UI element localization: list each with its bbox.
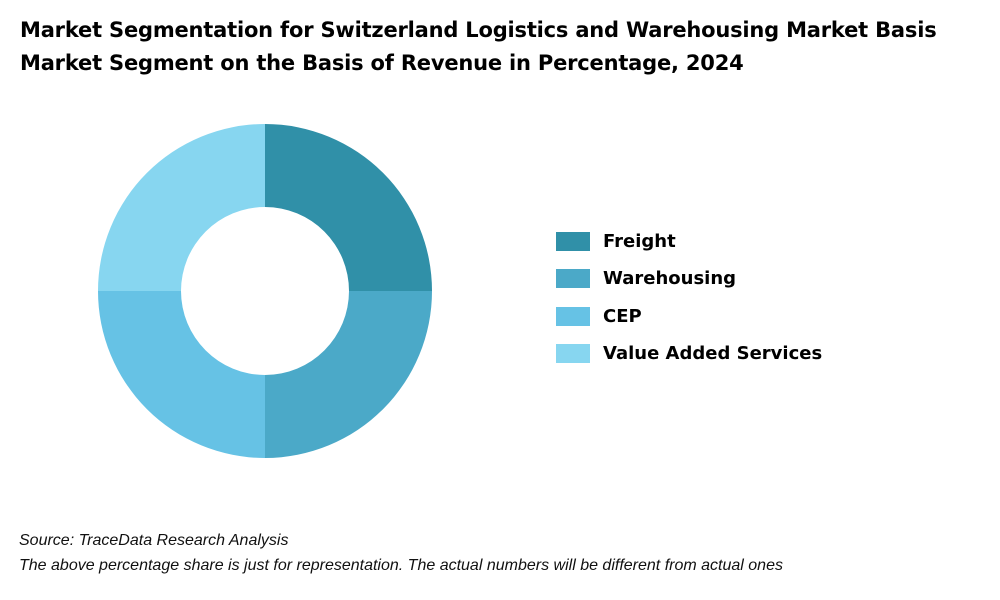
legend-item-warehousing: Warehousing (556, 260, 822, 297)
disclaimer-note: The above percentage share is just for r… (19, 557, 783, 574)
legend-swatch-value-added-services (556, 344, 590, 364)
legend-item-cep: CEP (556, 298, 822, 335)
legend-swatch-warehousing (556, 269, 590, 289)
legend-label-freight: Freight (603, 231, 676, 253)
donut-slice-warehousing (265, 291, 432, 458)
footer: Source: TraceData Research Analysis The … (19, 528, 783, 578)
legend-label-warehousing: Warehousing (603, 268, 737, 290)
legend-swatch-cep (556, 306, 590, 326)
donut-slice-freight (265, 124, 432, 291)
chart-title-line-2: Market Segment on the Basis of Revenue i… (20, 51, 744, 75)
legend-swatch-freight (556, 232, 590, 252)
legend-label-cep: CEP (603, 305, 642, 327)
legend-item-freight: Freight (556, 223, 822, 260)
legend-item-value-added-services: Value Added Services (556, 335, 822, 372)
donut-slice-cep (98, 291, 265, 458)
chart-title-line-1: Market Segmentation for Switzerland Logi… (20, 18, 937, 42)
chart-legend: Freight Warehousing CEP Value Added Service… (556, 223, 822, 372)
source-note: Source: TraceData Research Analysis (19, 532, 289, 549)
donut-slice-value-added-services (98, 124, 265, 291)
donut-chart (98, 124, 432, 458)
chart-title: Market Segmentation for Switzerland Logi… (20, 14, 980, 80)
legend-label-value-added-services: Value Added Services (603, 343, 823, 365)
